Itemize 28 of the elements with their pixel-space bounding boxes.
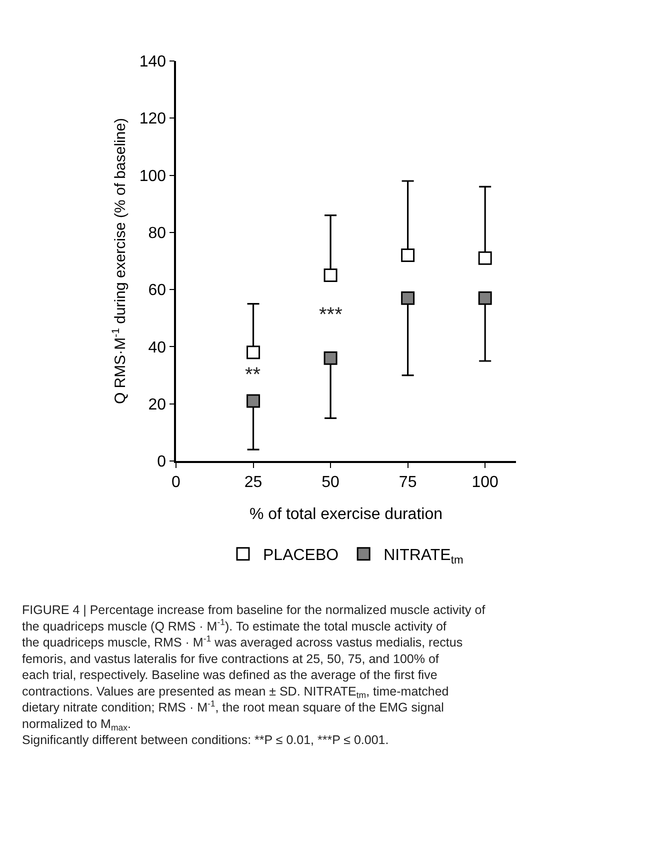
y-tick-label: 40 bbox=[148, 339, 166, 356]
y-tick-label: 20 bbox=[148, 396, 166, 414]
annotation: ** bbox=[245, 364, 261, 386]
point bbox=[246, 394, 260, 408]
x-tick-label: 75 bbox=[398, 474, 417, 491]
text: Significantly different between conditions: **P ≤ 0.01, ***P ≤ 0.001. bbox=[22, 733, 389, 747]
text: FIGURE 4 | Percentage increase from baseline for the normalized muscle activity of the quadriceps muscle (Q RMS · M$^{-1}$). To estimate the total muscle activity of the quadriceps muscle, RMS · M$^{-1}$ was averaged across vastus medialis, rectus femoris, and vastus lateralis for five contractions at 25, 50, 75, and 100% of each trial, respectively. Baseline was defined as the average of the first five contractions. Values are presented as mean ± SD. NITRATE$_{tm}$, time-matched dietary nitrate condition; RMS · M$^{-1}$, the root mean square of the EMG signal normalized to M$_{max}$. bbox=[22, 603, 486, 732]
point bbox=[324, 268, 338, 282]
y-tick-label: 0 bbox=[157, 454, 166, 471]
point bbox=[401, 291, 415, 305]
y-tick-label: 140 bbox=[139, 54, 166, 71]
annotation: *** bbox=[319, 304, 343, 326]
point bbox=[401, 248, 415, 262]
x-tick-label: 100 bbox=[472, 474, 499, 491]
legend-label: PLACEBO bbox=[263, 547, 339, 564]
x-axis-title: % of total exercise duration bbox=[250, 506, 442, 524]
y-tick-label: 100 bbox=[139, 168, 166, 185]
point bbox=[478, 251, 492, 265]
y-tick-label: 80 bbox=[148, 225, 166, 242]
y-tick-label: 120 bbox=[139, 110, 166, 128]
point bbox=[246, 346, 260, 360]
point bbox=[324, 351, 338, 365]
legend-label: NITRATE$_{tm}$ bbox=[384, 547, 464, 566]
point bbox=[478, 291, 492, 305]
y-tick-label: 60 bbox=[148, 282, 166, 300]
x-tick-label: 50 bbox=[322, 474, 340, 491]
x-tick-label: 0 bbox=[172, 474, 181, 491]
x-tick-label: 25 bbox=[244, 474, 262, 491]
